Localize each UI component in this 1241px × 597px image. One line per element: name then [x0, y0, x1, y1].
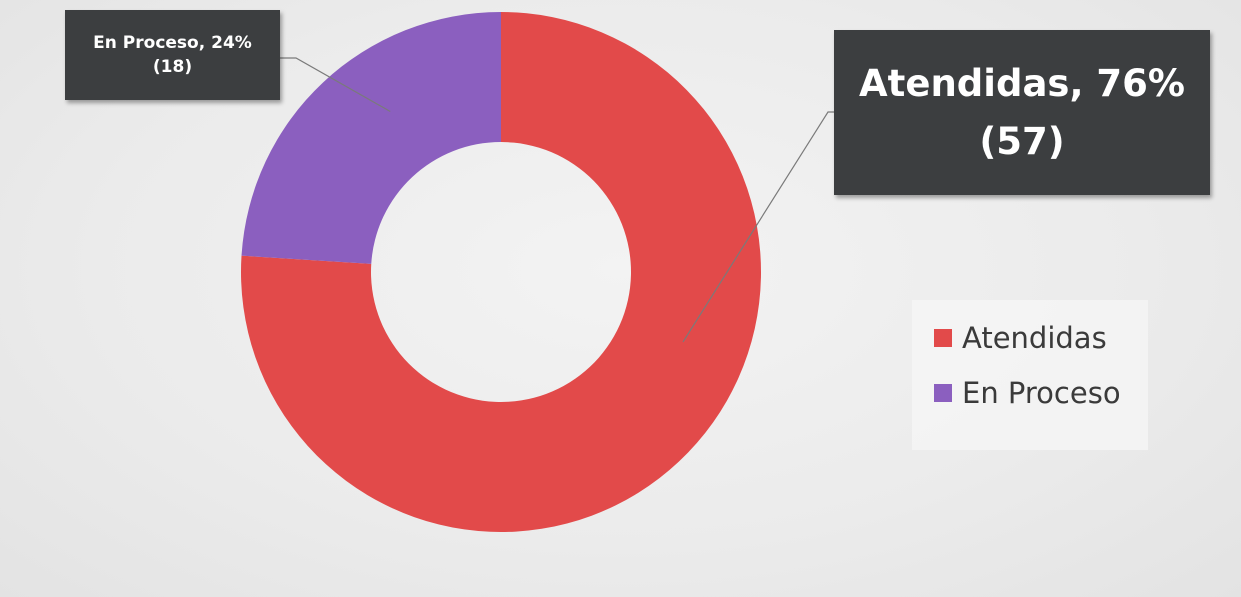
legend-swatch-en-proceso	[934, 384, 952, 402]
donut-slices	[240, 12, 761, 532]
data-label-en-proceso: En Proceso, 24% (18)	[65, 10, 280, 100]
data-label-atendidas-name: Atendidas, 76%	[859, 61, 1185, 105]
leader-lines	[280, 57, 834, 343]
legend-label-atendidas: Atendidas	[962, 321, 1107, 355]
donut-slice-en-proceso	[241, 12, 501, 264]
donut-slice-atendidas	[240, 12, 761, 532]
data-label-en-proceso-name: En Proceso, 24%	[93, 33, 252, 53]
data-label-en-proceso-count: (18)	[152, 57, 193, 77]
legend-swatch-atendidas	[934, 329, 952, 347]
chart-legend: Atendidas En Proceso	[912, 300, 1148, 450]
data-label-atendidas: Atendidas, 76% (57)	[834, 30, 1210, 195]
legend-item-en-proceso: En Proceso	[934, 373, 1148, 413]
leader-line-en-proceso	[280, 57, 391, 113]
legend-label-en-proceso: En Proceso	[962, 376, 1121, 410]
legend-item-atendidas: Atendidas	[934, 318, 1148, 358]
leader-line-atendidas	[682, 111, 834, 343]
data-label-atendidas-count: (57)	[979, 119, 1065, 163]
